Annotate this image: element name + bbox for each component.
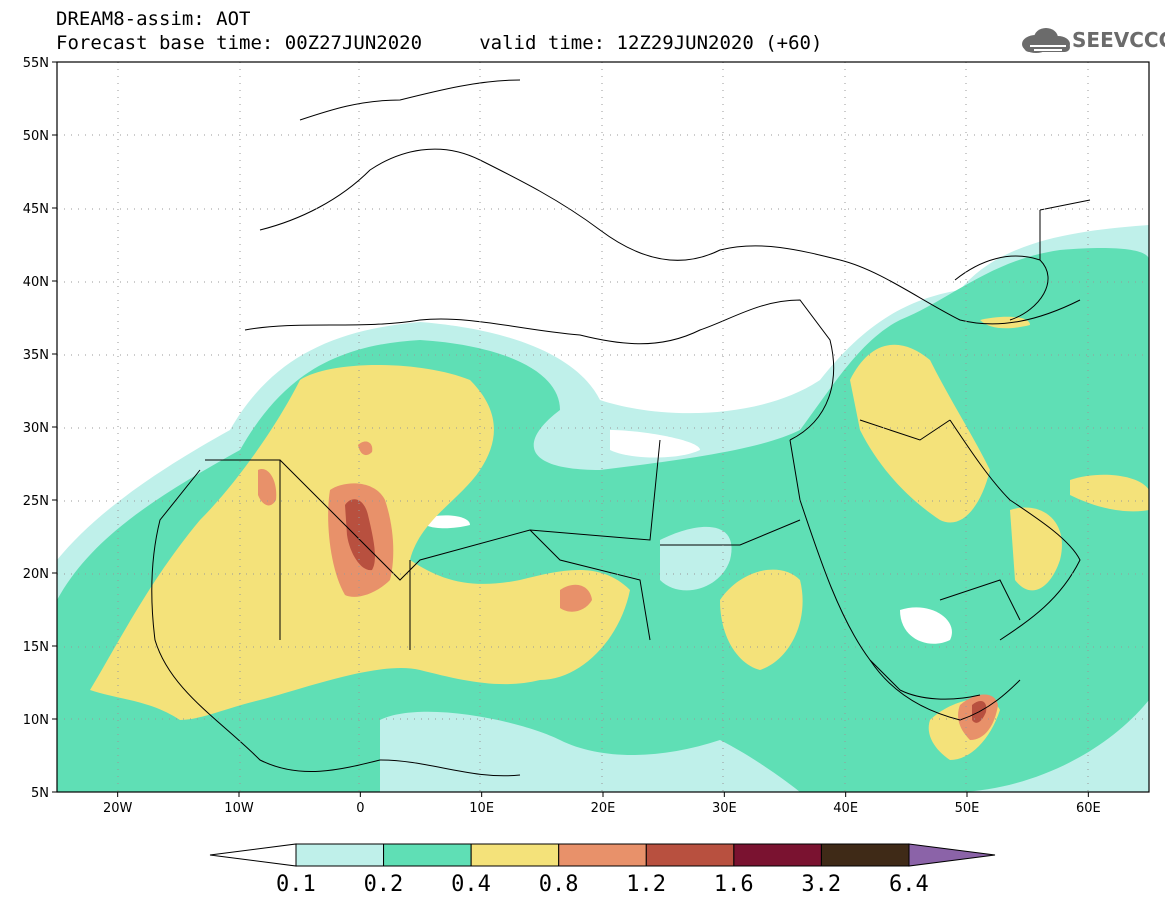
colorbar-swatch <box>470 843 560 867</box>
lon-tick-label: 30E <box>712 801 737 816</box>
lat-tick-label: 20N <box>23 567 49 582</box>
lon-tick-label: 0 <box>356 801 364 816</box>
aot-field <box>57 225 1149 792</box>
colorbar-label: 0.1 <box>276 872 316 897</box>
lat-tick-label: 40N <box>23 275 49 290</box>
aot-contour-1.2 <box>345 499 375 571</box>
lon-tick-label: 60E <box>1076 801 1101 816</box>
colorbar <box>209 843 996 867</box>
colorbar-label: 1.6 <box>713 872 754 897</box>
lat-tick-label: 5N <box>31 786 49 801</box>
lat-tick-label: 10N <box>23 713 49 728</box>
colorbar-under-triangle <box>209 843 297 867</box>
colorbar-over-triangle <box>908 843 996 867</box>
lat-tick-label: 25N <box>23 494 49 509</box>
title-line-2: Forecast base time: 00Z27JUN2020 valid t… <box>56 32 823 54</box>
cloud-icon <box>1022 28 1070 53</box>
title-line-1: DREAM8-assim: AOT <box>56 8 251 30</box>
lat-tick-label: 35N <box>23 348 49 363</box>
coastlines <box>151 79 1091 777</box>
colorbar-label: 0.8 <box>538 872 579 897</box>
colorbar-swatch <box>733 843 822 867</box>
lon-tick-label: 50E <box>955 801 980 816</box>
lat-tick-label: 55N <box>23 56 49 71</box>
lat-ticks: 55N 50N 45N 40N 35N 30N 25N 20N 15N 10N 5N <box>23 56 57 801</box>
colorbar-swatch <box>820 843 910 867</box>
logo-text: SEEVCCC <box>1072 28 1165 52</box>
lon-tick-label: 20E <box>591 801 616 816</box>
colorbar-swatch <box>558 843 647 867</box>
lat-tick-label: 15N <box>23 640 49 655</box>
lon-ticks: 20W 10W 0 10E 20E 30E 40E 50E 60E <box>103 792 1101 816</box>
colorbar-swatch <box>295 843 385 867</box>
colorbar-label: 0.4 <box>451 872 491 897</box>
lon-tick-label: 40E <box>833 801 858 816</box>
colorbar-swatch <box>383 843 472 867</box>
lon-tick-label: 10E <box>469 801 494 816</box>
colorbar-swatch <box>645 843 735 867</box>
colorbar-label: 6.4 <box>889 872 929 897</box>
lon-tick-label: 20W <box>103 801 133 816</box>
lat-tick-label: 30N <box>23 421 49 436</box>
colorbar-label: 0.2 <box>363 872 404 897</box>
graticule <box>57 62 1149 792</box>
lat-tick-label: 50N <box>23 129 49 144</box>
colorbar-label: 1.2 <box>626 872 667 897</box>
colorbar-label: 3.2 <box>801 872 842 897</box>
lon-tick-label: 10W <box>224 801 254 816</box>
lat-tick-label: 45N <box>23 202 49 217</box>
